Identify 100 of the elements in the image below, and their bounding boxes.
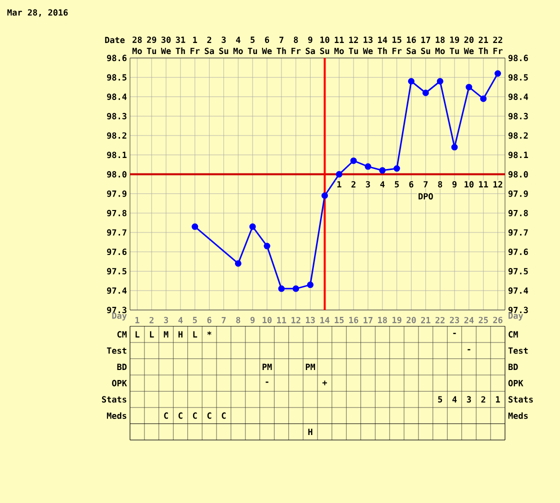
x-tick-label: 17 — [364, 317, 372, 324]
y-tick-label: 97.4 — [107, 287, 127, 294]
text: Th — [378, 48, 387, 54]
text: C — [207, 412, 212, 419]
y2-tick-label: 98.5 — [508, 74, 528, 81]
y2-tick-label: BD — [508, 364, 518, 370]
text: Fr — [292, 48, 301, 54]
x-tick-label: 15 — [334, 316, 344, 324]
text: 4 — [452, 396, 457, 402]
text: Su — [320, 48, 330, 54]
text: PM — [306, 364, 316, 370]
x-tick-label: 31 — [176, 36, 186, 43]
y-tick-label: 97.9 — [107, 190, 126, 197]
x-tick-label: 2 — [207, 36, 212, 43]
x-tick-label: 22 — [493, 36, 502, 43]
text: C — [222, 412, 226, 419]
text: 5 — [438, 396, 442, 403]
point — [422, 90, 429, 96]
text: - — [266, 382, 268, 383]
x-tick-label: 20 — [464, 36, 474, 43]
y-tick-label: BD — [117, 364, 127, 370]
point — [307, 282, 314, 288]
y-tick-label: OPK — [112, 380, 127, 386]
text: Fr — [190, 48, 200, 54]
x-tick-label: 26 — [493, 316, 502, 324]
y-tick-label: 98.5 — [107, 74, 126, 81]
point — [494, 70, 502, 77]
y-tick-label: 97.3 — [107, 306, 126, 314]
x-tick-label: 28 — [132, 36, 142, 43]
x-tick-label: 12 — [292, 316, 300, 324]
x-tick-label: 5 — [250, 36, 255, 43]
y-tick-label: 98.6 — [107, 54, 127, 62]
x-tick-label: 11 — [334, 36, 344, 43]
point — [364, 163, 372, 170]
text: We — [362, 48, 373, 54]
annotation: 6 — [409, 181, 414, 188]
y-tick-label: CM — [117, 331, 127, 338]
x-tick-label: 8 — [294, 36, 298, 43]
point — [264, 242, 270, 250]
y2-tick-label: 98.3 — [508, 112, 528, 120]
text: Tu — [348, 48, 358, 54]
point — [350, 157, 357, 164]
annotation: 2 — [351, 181, 356, 188]
y-tick-label: 98.4 — [107, 94, 127, 100]
y2-tick-label: 98.6 — [508, 54, 528, 62]
y2-tick-label: 97.5 — [508, 268, 528, 274]
x-tick-label: 15 — [392, 36, 402, 43]
text: Mar 28, 2016 — [7, 9, 68, 17]
y-tick-label: Stats — [102, 396, 126, 403]
annotation: 11 — [479, 181, 488, 188]
y2-tick-label: 98.4 — [508, 94, 528, 100]
x-tick-label: 18 — [378, 316, 387, 324]
point — [451, 144, 458, 150]
y2-tick-label: Test — [508, 347, 528, 354]
y-tick-label: 97.6 — [107, 248, 127, 256]
y2-tick-label: 98.2 — [508, 132, 528, 139]
x-tick-label: 14 — [320, 317, 330, 324]
x-tick-label: 19 — [392, 316, 402, 324]
text: Su — [421, 48, 430, 54]
x-tick-label: 5 — [192, 316, 197, 324]
x-tick-label: 3 — [222, 36, 226, 43]
x-tick-label: 12 — [349, 36, 358, 43]
text: Su — [219, 48, 228, 54]
text: - — [453, 332, 456, 334]
y2-tick-label: 97.9 — [508, 190, 528, 197]
annotation: 4 — [380, 181, 385, 188]
text: + — [322, 380, 327, 386]
text: We — [160, 48, 171, 54]
text: M — [164, 331, 168, 338]
text: Mo — [435, 48, 445, 54]
annotation: 10 — [464, 181, 474, 188]
point — [436, 78, 444, 85]
x-tick-label: 29 — [147, 36, 156, 43]
text: Th — [276, 48, 286, 54]
y2-tick-label: 97.3 — [508, 306, 528, 314]
x-tick-label: 1 — [135, 317, 140, 324]
x-tick-label: 3 — [164, 316, 168, 324]
y2-tick-label: 97.8 — [508, 210, 528, 216]
x-tick-label: 9 — [250, 316, 255, 324]
x-tick-label: 6 — [207, 316, 212, 324]
x-tick-label: 11 — [277, 317, 286, 324]
y2-tick-label: 97.7 — [508, 229, 528, 236]
x-tick-label: 21 — [478, 36, 488, 43]
x-tick-label: 22 — [435, 316, 444, 324]
x-tick-label: 21 — [421, 316, 430, 324]
text: - — [468, 349, 470, 350]
text: L — [150, 331, 154, 338]
y-tick-label: 97.8 — [107, 210, 126, 216]
y2-tick-label: OPK — [508, 380, 524, 386]
annotation: 9 — [452, 181, 457, 188]
point — [292, 285, 300, 292]
point — [192, 223, 198, 230]
x-tick-label: 2 — [150, 316, 154, 324]
y2-tick-label: Stats — [508, 396, 533, 403]
x-tick-label: 19 — [450, 36, 460, 43]
x-tick-label: 1 — [193, 36, 198, 43]
point — [278, 285, 285, 292]
x-tick-label: 16 — [349, 316, 358, 324]
x-tick-label: 20 — [406, 316, 416, 324]
point — [379, 167, 386, 174]
